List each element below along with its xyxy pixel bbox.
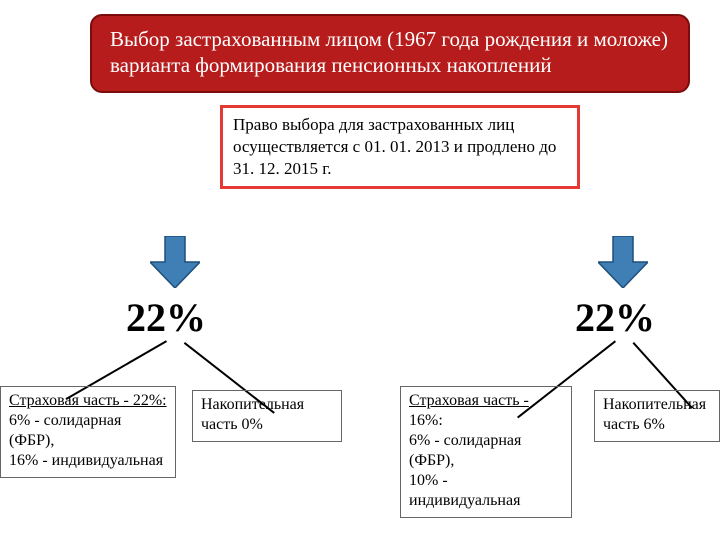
box-title: Страховая часть - 22%: [9, 392, 167, 409]
rights-text: Право выбора для застрахованных лиц осущ… [233, 115, 556, 178]
option-box-funded-0: Накопительная часть 0% [192, 390, 342, 442]
option-box-insurance-16: Страховая часть - 16%:6% - солидарная (Ф… [400, 386, 572, 518]
box-rest: 6% - солидарная (ФБР),16% - индивидуальн… [9, 412, 163, 469]
option-box-funded-6: Накопительная часть 6% [594, 390, 720, 442]
percent-right-text: 22% [575, 295, 655, 340]
box-rest: Накопительная часть 6% [603, 396, 706, 433]
down-arrow-icon [598, 236, 648, 288]
header-text: Выбор застрахованным лицом (1967 года ро… [110, 27, 668, 77]
rights-box: Право выбора для застрахованных лиц осущ… [220, 105, 580, 189]
percent-left-text: 22% [126, 295, 206, 340]
header-box: Выбор застрахованным лицом (1967 года ро… [90, 14, 690, 93]
box-rest: Накопительная часть 0% [201, 396, 304, 433]
percent-left: 22% [126, 294, 206, 341]
option-box-insurance-22: Страховая часть - 22%: 6% - солидарная (… [0, 386, 176, 478]
percent-right: 22% [575, 294, 655, 341]
down-arrow-icon [150, 236, 200, 288]
box-title: Страховая часть - [409, 392, 529, 409]
box-rest: 16%:6% - солидарная (ФБР),10% - индивиду… [409, 412, 521, 509]
